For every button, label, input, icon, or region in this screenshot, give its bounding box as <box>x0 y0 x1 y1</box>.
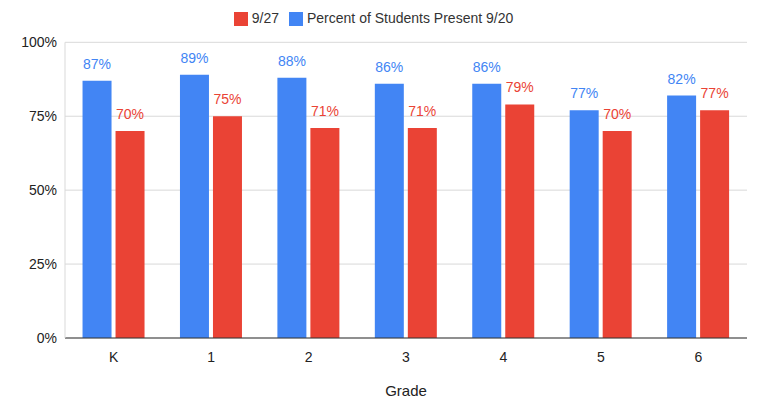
svg-text:75%: 75% <box>29 108 57 124</box>
svg-text:K: K <box>109 349 119 365</box>
svg-text:1: 1 <box>207 349 215 365</box>
svg-text:25%: 25% <box>29 256 57 272</box>
svg-text:5: 5 <box>597 349 605 365</box>
svg-text:82%: 82% <box>668 71 696 87</box>
svg-text:50%: 50% <box>29 182 57 198</box>
svg-text:87%: 87% <box>83 56 111 72</box>
svg-text:70%: 70% <box>116 106 144 122</box>
svg-text:100%: 100% <box>21 34 57 50</box>
svg-text:88%: 88% <box>278 53 306 69</box>
svg-text:4: 4 <box>500 349 508 365</box>
svg-text:77%: 77% <box>570 85 598 101</box>
svg-text:75%: 75% <box>213 91 241 107</box>
html-text:Percent of Students Present 9/: Percent of Students Present 9/20 <box>307 10 514 26</box>
svg-text:86%: 86% <box>473 59 501 75</box>
svg-text:0%: 0% <box>37 330 57 346</box>
svg-text:70%: 70% <box>603 106 631 122</box>
svg-text:Grade: Grade <box>385 382 427 399</box>
svg-text:79%: 79% <box>506 79 534 95</box>
svg-text:6: 6 <box>694 349 702 365</box>
svg-text:77%: 77% <box>701 85 729 101</box>
svg-text:2: 2 <box>305 349 313 365</box>
html-text:9/27: 9/27 <box>251 10 279 26</box>
svg-text:89%: 89% <box>180 50 208 66</box>
svg-text:71%: 71% <box>408 103 436 119</box>
svg-text:86%: 86% <box>375 59 403 75</box>
svg-text:71%: 71% <box>311 103 339 119</box>
svg-text:3: 3 <box>402 349 410 365</box>
